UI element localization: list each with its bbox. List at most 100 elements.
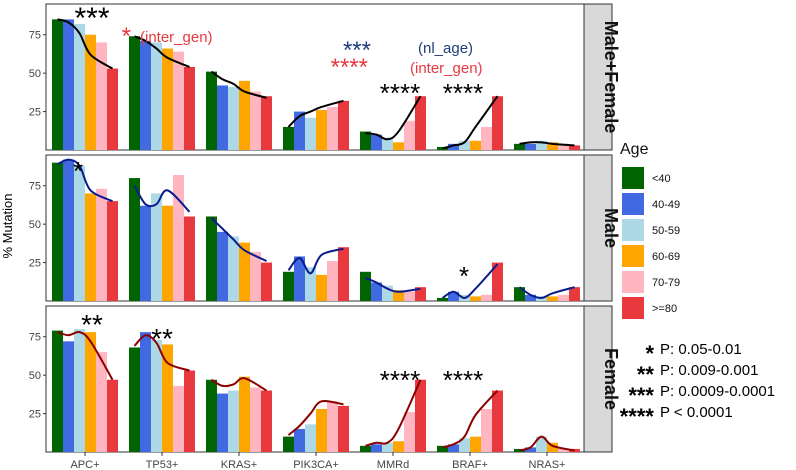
bar (459, 438, 470, 452)
legend-label: >=80 (652, 303, 677, 315)
bar (140, 40, 151, 150)
bar (316, 408, 327, 452)
bar (316, 274, 327, 301)
significance-annotation: * (459, 261, 469, 291)
bar (74, 165, 85, 301)
significance-annotation: **** (380, 78, 420, 108)
trend-line (519, 435, 575, 452)
bar (107, 201, 118, 301)
panel-strip-label: Female (601, 348, 621, 410)
bar (536, 140, 547, 150)
trend-line (287, 99, 344, 128)
bar (162, 205, 173, 301)
significance-label: P: 0.05-0.01 (660, 341, 742, 358)
bar (514, 287, 525, 301)
bar (96, 42, 107, 150)
bar (206, 379, 217, 452)
bar (173, 174, 184, 301)
trend-line (441, 263, 499, 299)
trend-line (57, 330, 114, 381)
bar (404, 120, 415, 150)
bar (547, 296, 558, 301)
legend-label: 70-79 (652, 277, 680, 289)
legend-swatch (622, 219, 644, 241)
bar (85, 34, 96, 150)
bar (470, 436, 481, 452)
significance-annotation: ** (151, 323, 173, 354)
panel-strip (583, 3, 613, 151)
trend-line (57, 158, 113, 203)
trend-line (365, 277, 421, 293)
bar (283, 126, 294, 150)
bar (371, 282, 382, 301)
bar (85, 193, 96, 301)
bar (481, 126, 492, 150)
bar (404, 412, 415, 452)
bar (327, 261, 338, 301)
bar (404, 291, 415, 301)
bar (305, 267, 316, 301)
significance-annotation: **** (443, 78, 483, 108)
significance-annotation: (inter_gen) (140, 29, 213, 46)
bar (569, 287, 580, 301)
significance-stars: *** (628, 383, 654, 408)
bar (239, 80, 250, 150)
bar (217, 231, 228, 301)
significance-annotation: **** (443, 365, 483, 395)
panel-strip (583, 154, 613, 302)
bar (294, 256, 305, 301)
significance-annotation: ** (81, 309, 103, 340)
bar (239, 242, 250, 301)
bar (558, 294, 569, 301)
bar (151, 42, 162, 150)
bar (261, 96, 272, 150)
bar (338, 100, 349, 150)
bar (261, 262, 272, 301)
bar (415, 379, 426, 452)
bar (173, 51, 184, 150)
trend-line (365, 95, 422, 141)
bar (206, 71, 217, 150)
x-tick-label: MMRd (377, 459, 409, 470)
bar (360, 131, 371, 150)
bar (173, 385, 184, 452)
significance-stars: * (645, 341, 654, 366)
bar (371, 444, 382, 452)
legend-swatch (622, 193, 644, 215)
bar (85, 332, 96, 452)
bar (448, 444, 459, 452)
bar (107, 68, 118, 150)
panel-strip-label: Male+Female (601, 21, 621, 134)
bar (415, 96, 426, 150)
significance-stars: ** (637, 362, 655, 387)
bar (250, 91, 261, 150)
bar (393, 142, 404, 150)
legend-swatch (622, 167, 644, 189)
significance-annotation: * (122, 23, 131, 50)
legend-label: <40 (652, 173, 671, 185)
y-tick-label: 75 (29, 30, 41, 42)
significance-annotation: **** (380, 365, 420, 395)
y-axis-label: % Mutation (0, 193, 15, 258)
bar (415, 287, 426, 301)
y-tick-label: 50 (29, 219, 41, 231)
bar (437, 445, 448, 452)
bar (393, 441, 404, 452)
legend-label: 60-69 (652, 251, 680, 263)
bar (481, 294, 492, 301)
bar (162, 344, 173, 452)
x-tick-label: APC+ (70, 459, 99, 470)
panel-strip (583, 305, 613, 453)
y-tick-label: 25 (29, 107, 41, 119)
x-tick-label: TP53+ (146, 459, 179, 470)
bar (228, 236, 239, 301)
bar (492, 262, 503, 301)
bar (63, 341, 74, 452)
x-tick-label: NRAS+ (529, 459, 566, 470)
bar (140, 332, 151, 452)
x-tick-label: BRAF+ (452, 459, 488, 470)
bar (547, 142, 558, 150)
bar (569, 145, 580, 150)
significance-label: P: 0.009-0.001 (660, 362, 758, 379)
